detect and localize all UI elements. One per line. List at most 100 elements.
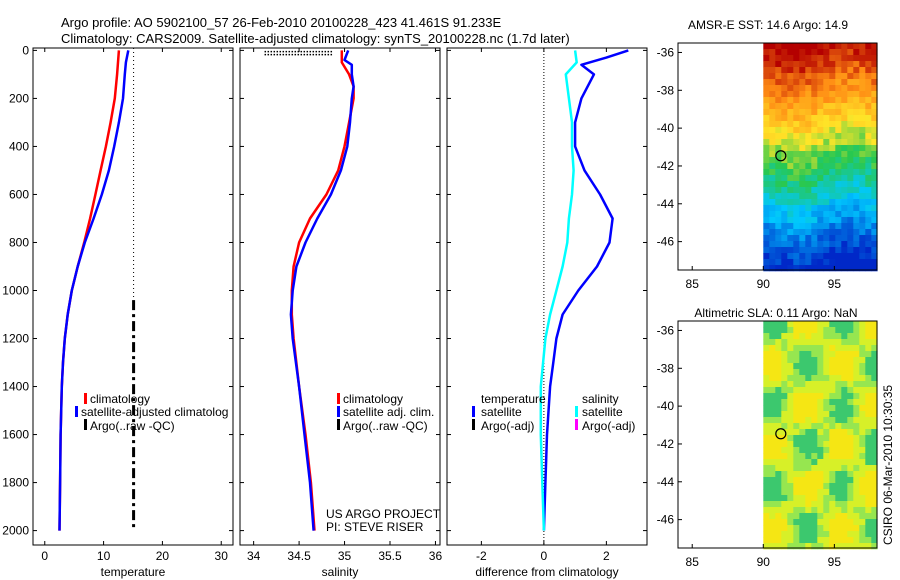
map-cell: [853, 429, 860, 436]
map-cell: [775, 175, 782, 182]
map-cell: [799, 223, 806, 230]
map-cell: [781, 115, 788, 122]
map-cell: [817, 393, 824, 400]
map-cell: [811, 259, 818, 266]
map-cell: [769, 61, 776, 68]
credit-line-1: US ARGO PROJECT: [326, 507, 441, 521]
map-cell: [763, 49, 770, 56]
map-cell: [763, 525, 770, 532]
map-cell: [853, 465, 860, 472]
map-cell: [811, 333, 818, 340]
map-cell: [859, 429, 866, 436]
map-cell: [811, 327, 818, 334]
map-cell: [775, 405, 782, 412]
map-cell: [817, 435, 824, 442]
map-cell: [793, 211, 800, 218]
map-cell: [775, 375, 782, 382]
map-cell: [805, 393, 812, 400]
y-tick-label: -36: [657, 323, 675, 337]
map-cell: [787, 265, 794, 272]
map-cell: [865, 199, 872, 206]
map-cell: [781, 537, 788, 544]
map-cell: [823, 211, 830, 218]
map-cell: [799, 519, 806, 526]
map-cell: [787, 453, 794, 460]
map-cell: [853, 435, 860, 442]
map-cell: [793, 127, 800, 134]
map-cell: [871, 321, 878, 328]
map-cell: [841, 327, 848, 334]
map-cell: [853, 345, 860, 352]
map-cell: [853, 495, 860, 502]
map-cell: [829, 495, 836, 502]
map-cell: [823, 393, 830, 400]
map-cell: [853, 471, 860, 478]
map-cell: [823, 369, 830, 376]
map-cell: [829, 127, 836, 134]
x-tick-label: -2: [476, 549, 487, 563]
map-cell: [841, 507, 848, 514]
map-cell: [841, 133, 848, 140]
map-cell: [835, 169, 842, 176]
x-tick-label: 10: [97, 549, 111, 563]
map-cell: [847, 513, 854, 520]
map-cell: [853, 543, 860, 550]
map-cell: [793, 483, 800, 490]
map-cell: [781, 199, 788, 206]
map-cell: [817, 67, 824, 74]
map-cell: [853, 489, 860, 496]
legend-label-climatology: climatology: [90, 392, 150, 406]
map-cell: [859, 211, 866, 218]
map-cell: [763, 447, 770, 454]
map-cell: [769, 193, 776, 200]
map-cell: [799, 247, 806, 254]
map-cell: [829, 375, 836, 382]
map-cell: [805, 375, 812, 382]
map-cell: [781, 223, 788, 230]
map-cell: [781, 381, 788, 388]
map-cell: [787, 447, 794, 454]
map-cell: [811, 525, 818, 532]
map-cell: [805, 253, 812, 260]
map-cell: [793, 121, 800, 128]
map-cell: [841, 453, 848, 460]
map-cell: [787, 121, 794, 128]
map-cell: [853, 85, 860, 92]
map-cell: [769, 321, 776, 328]
map-cell: [805, 139, 812, 146]
map-cell: [871, 211, 878, 218]
map-cell: [865, 97, 872, 104]
series-climatology: [290, 50, 355, 531]
map-cell: [841, 193, 848, 200]
map-cell: [853, 223, 860, 230]
map-cell: [769, 459, 776, 466]
map-cell: [805, 381, 812, 388]
map-cell: [817, 387, 824, 394]
map-cell: [853, 217, 860, 224]
map-cell: [787, 253, 794, 260]
map-cell: [847, 175, 854, 182]
map-cell: [805, 61, 812, 68]
map-cell: [793, 235, 800, 242]
map-cell: [823, 357, 830, 364]
map-cell: [841, 447, 848, 454]
map-cell: [865, 417, 872, 424]
map-cell: [811, 459, 818, 466]
legend-label-satellite: satellite-adjusted climatolog: [81, 405, 228, 419]
map-cell: [799, 339, 806, 346]
map-cell: [799, 217, 806, 224]
map-cell: [811, 369, 818, 376]
map-cell: [841, 525, 848, 532]
map-cell: [817, 235, 824, 242]
map-cell: [769, 199, 776, 206]
map-cell: [781, 465, 788, 472]
map-cell: [781, 423, 788, 430]
map-cell: [769, 531, 776, 538]
map-cell: [769, 79, 776, 86]
map-cell: [841, 163, 848, 170]
map-cell: [763, 369, 770, 376]
map-cell: [847, 205, 854, 212]
map-cell: [763, 381, 770, 388]
map-cell: [859, 339, 866, 346]
map-cell: [817, 423, 824, 430]
